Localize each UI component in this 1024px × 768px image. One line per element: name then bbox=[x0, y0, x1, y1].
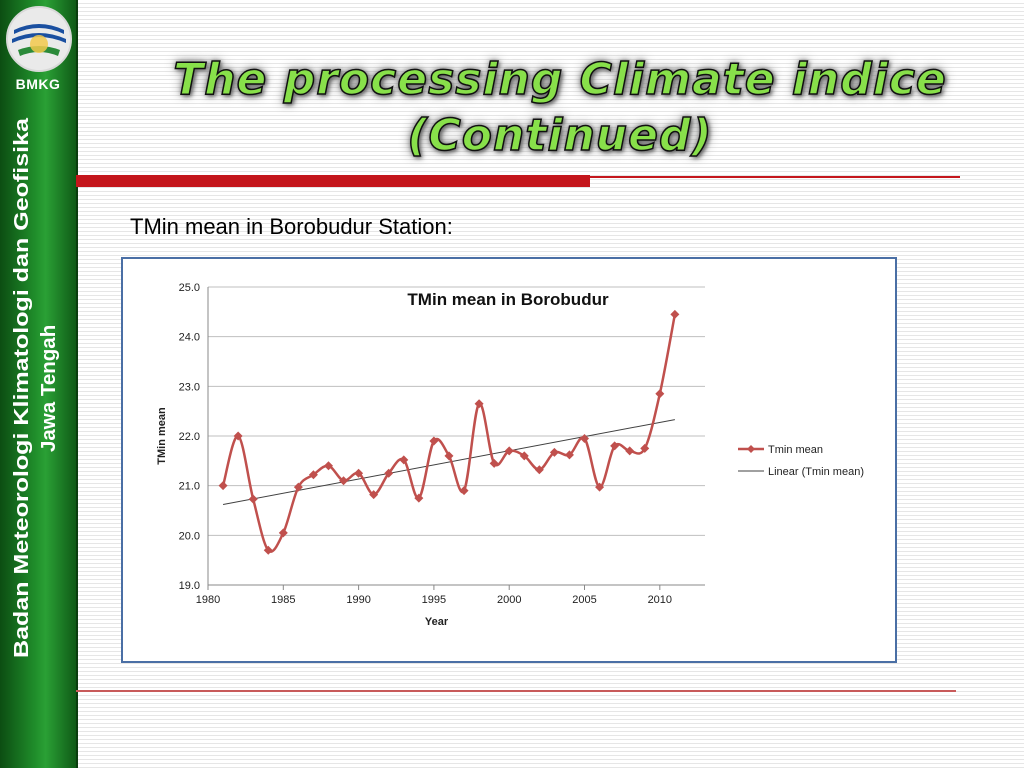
chart-title: TMin mean in Borobudur bbox=[407, 290, 609, 309]
title-divider-bar bbox=[76, 175, 590, 187]
y-tick-label: 25.0 bbox=[179, 282, 200, 294]
y-tick-label: 24.0 bbox=[179, 332, 200, 344]
data-point bbox=[218, 481, 228, 491]
y-tick-label: 21.0 bbox=[179, 481, 200, 493]
data-point bbox=[580, 433, 590, 443]
x-tick-label: 1985 bbox=[271, 594, 295, 606]
data-point bbox=[670, 309, 680, 319]
bmkg-globe-logo-icon bbox=[6, 6, 72, 72]
x-tick-label: 2010 bbox=[648, 594, 672, 606]
data-point bbox=[399, 455, 409, 465]
brand-label: BMKG bbox=[15, 76, 61, 92]
y-axis-title: TMin mean bbox=[156, 407, 168, 465]
y-tick-label: 22.0 bbox=[179, 431, 200, 443]
y-tick-label: 19.0 bbox=[179, 580, 200, 592]
data-point bbox=[369, 490, 379, 500]
x-axis-title: Year bbox=[425, 616, 449, 628]
data-point bbox=[308, 470, 318, 480]
legend-label-tmin-mean: Tmin mean bbox=[768, 444, 823, 456]
data-point bbox=[248, 494, 258, 504]
tmin-line-chart: 19.0 20.0 21.0 22.0 23.0 24.0 25.0 1980 1985 1990… bbox=[156, 282, 864, 628]
data-point bbox=[655, 389, 665, 399]
legend-label-trend: Linear (Tmin mean) bbox=[768, 466, 864, 478]
y-tick-label: 23.0 bbox=[179, 381, 200, 393]
data-point bbox=[640, 443, 650, 453]
data-point bbox=[610, 441, 620, 451]
data-point bbox=[293, 482, 303, 492]
data-point bbox=[625, 446, 635, 456]
x-tick-label: 1990 bbox=[346, 594, 370, 606]
data-point bbox=[549, 447, 559, 457]
slide-title: The processing Climate indice (Continued… bbox=[80, 52, 1024, 164]
x-tick-label: 2000 bbox=[497, 594, 521, 606]
data-point bbox=[233, 431, 243, 441]
data-point bbox=[263, 545, 273, 555]
legend-marker-tmin-mean bbox=[747, 445, 755, 453]
data-point bbox=[323, 461, 333, 471]
data-point bbox=[278, 528, 288, 538]
data-point bbox=[519, 451, 529, 461]
chart-frame: 19.0 20.0 21.0 22.0 23.0 24.0 25.0 1980 1985 1990… bbox=[121, 257, 897, 663]
sidebar: BMKG Badan Meteorologi Klimatologi dan G… bbox=[0, 0, 78, 768]
data-point bbox=[444, 451, 454, 461]
x-tick-label: 1995 bbox=[422, 594, 446, 606]
data-point bbox=[564, 450, 574, 460]
series-line-tmin-mean bbox=[221, 314, 677, 553]
data-point bbox=[504, 446, 514, 456]
data-point bbox=[354, 468, 364, 478]
x-tick-label: 2005 bbox=[572, 594, 596, 606]
y-tick-label: 20.0 bbox=[179, 530, 200, 542]
organization-name: Badan Meteorologi Klimatologi dan Geofis… bbox=[0, 110, 76, 660]
footer-divider-line bbox=[76, 690, 956, 692]
data-point bbox=[429, 436, 439, 446]
slide-subtitle: TMin mean in Borobudur Station: bbox=[130, 214, 453, 239]
x-tick-label: 1980 bbox=[196, 594, 220, 606]
data-point bbox=[534, 465, 544, 475]
data-point bbox=[474, 399, 484, 409]
slide-title-line1: The processing Climate indice bbox=[172, 53, 947, 106]
organization-name-line1: Badan Meteorologi Klimatologi dan Geofis… bbox=[10, 117, 33, 658]
data-point bbox=[459, 486, 469, 496]
data-point bbox=[384, 468, 394, 478]
data-point bbox=[414, 493, 424, 503]
data-point bbox=[595, 482, 605, 492]
slide-title-line2: (Continued) bbox=[407, 109, 713, 162]
organization-name-line2: Jawa Tengah bbox=[37, 325, 60, 452]
data-point bbox=[339, 476, 349, 486]
trendline bbox=[222, 419, 675, 506]
data-point bbox=[489, 458, 499, 468]
